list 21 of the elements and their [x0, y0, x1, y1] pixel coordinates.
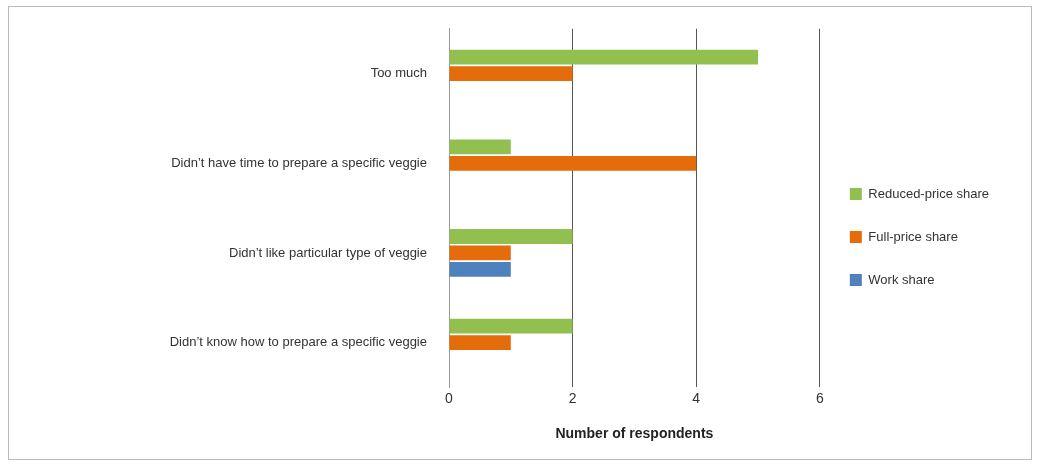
x-tick-label: 0	[445, 389, 454, 406]
bar	[449, 318, 573, 334]
y-tick-label: Didn’t like particular type of veggie	[229, 244, 427, 260]
bar	[449, 66, 573, 82]
legend-label: Full-price share	[868, 228, 958, 244]
x-tick-label: 6	[815, 389, 824, 406]
x-tick-label: 4	[692, 389, 701, 406]
x-tick-label: 2	[568, 389, 577, 406]
bar	[449, 335, 511, 350]
bar	[449, 139, 511, 155]
legend-label: Reduced-price share	[868, 185, 990, 201]
legend-label: Work share	[868, 271, 935, 287]
bar	[449, 229, 573, 244]
y-tick-label: Too much	[370, 65, 427, 81]
bar	[449, 49, 759, 65]
bar	[449, 245, 511, 261]
y-tick-label: Didn’t have time to prepare a specific veggie	[171, 154, 427, 170]
bar	[449, 261, 511, 277]
bar	[449, 155, 697, 171]
x-axis-title: Number of respondents	[555, 425, 714, 442]
y-tick-label: Didn’t know how to prepare a specific veggie	[169, 334, 427, 350]
